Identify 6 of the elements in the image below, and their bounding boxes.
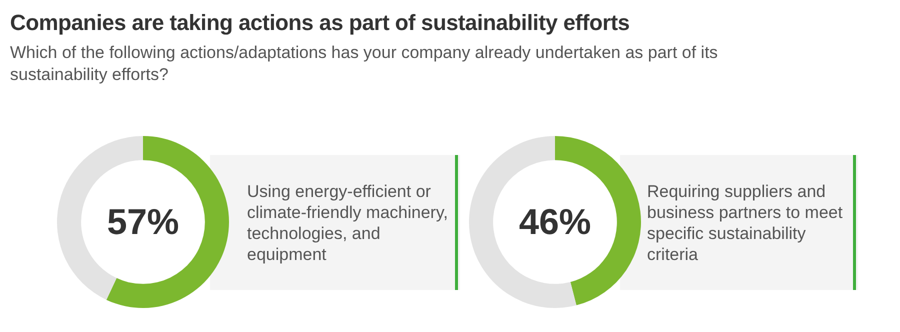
chart-title: Companies are taking actions as part of sustainability efforts [10,10,630,36]
data-label: 46% [518,200,592,242]
slice-label: Using energy-efficient or climate-friendly machinery, technologies, and equipment [247,180,449,264]
chart-subtitle: Which of the following actions/adaptations has your company already undertaken as part of its sustainability efforts? [10,42,719,86]
slice-label: Requiring suppliers and business partners to meet specific sustainability criteria [647,180,844,264]
data-label: 57% [106,200,180,242]
